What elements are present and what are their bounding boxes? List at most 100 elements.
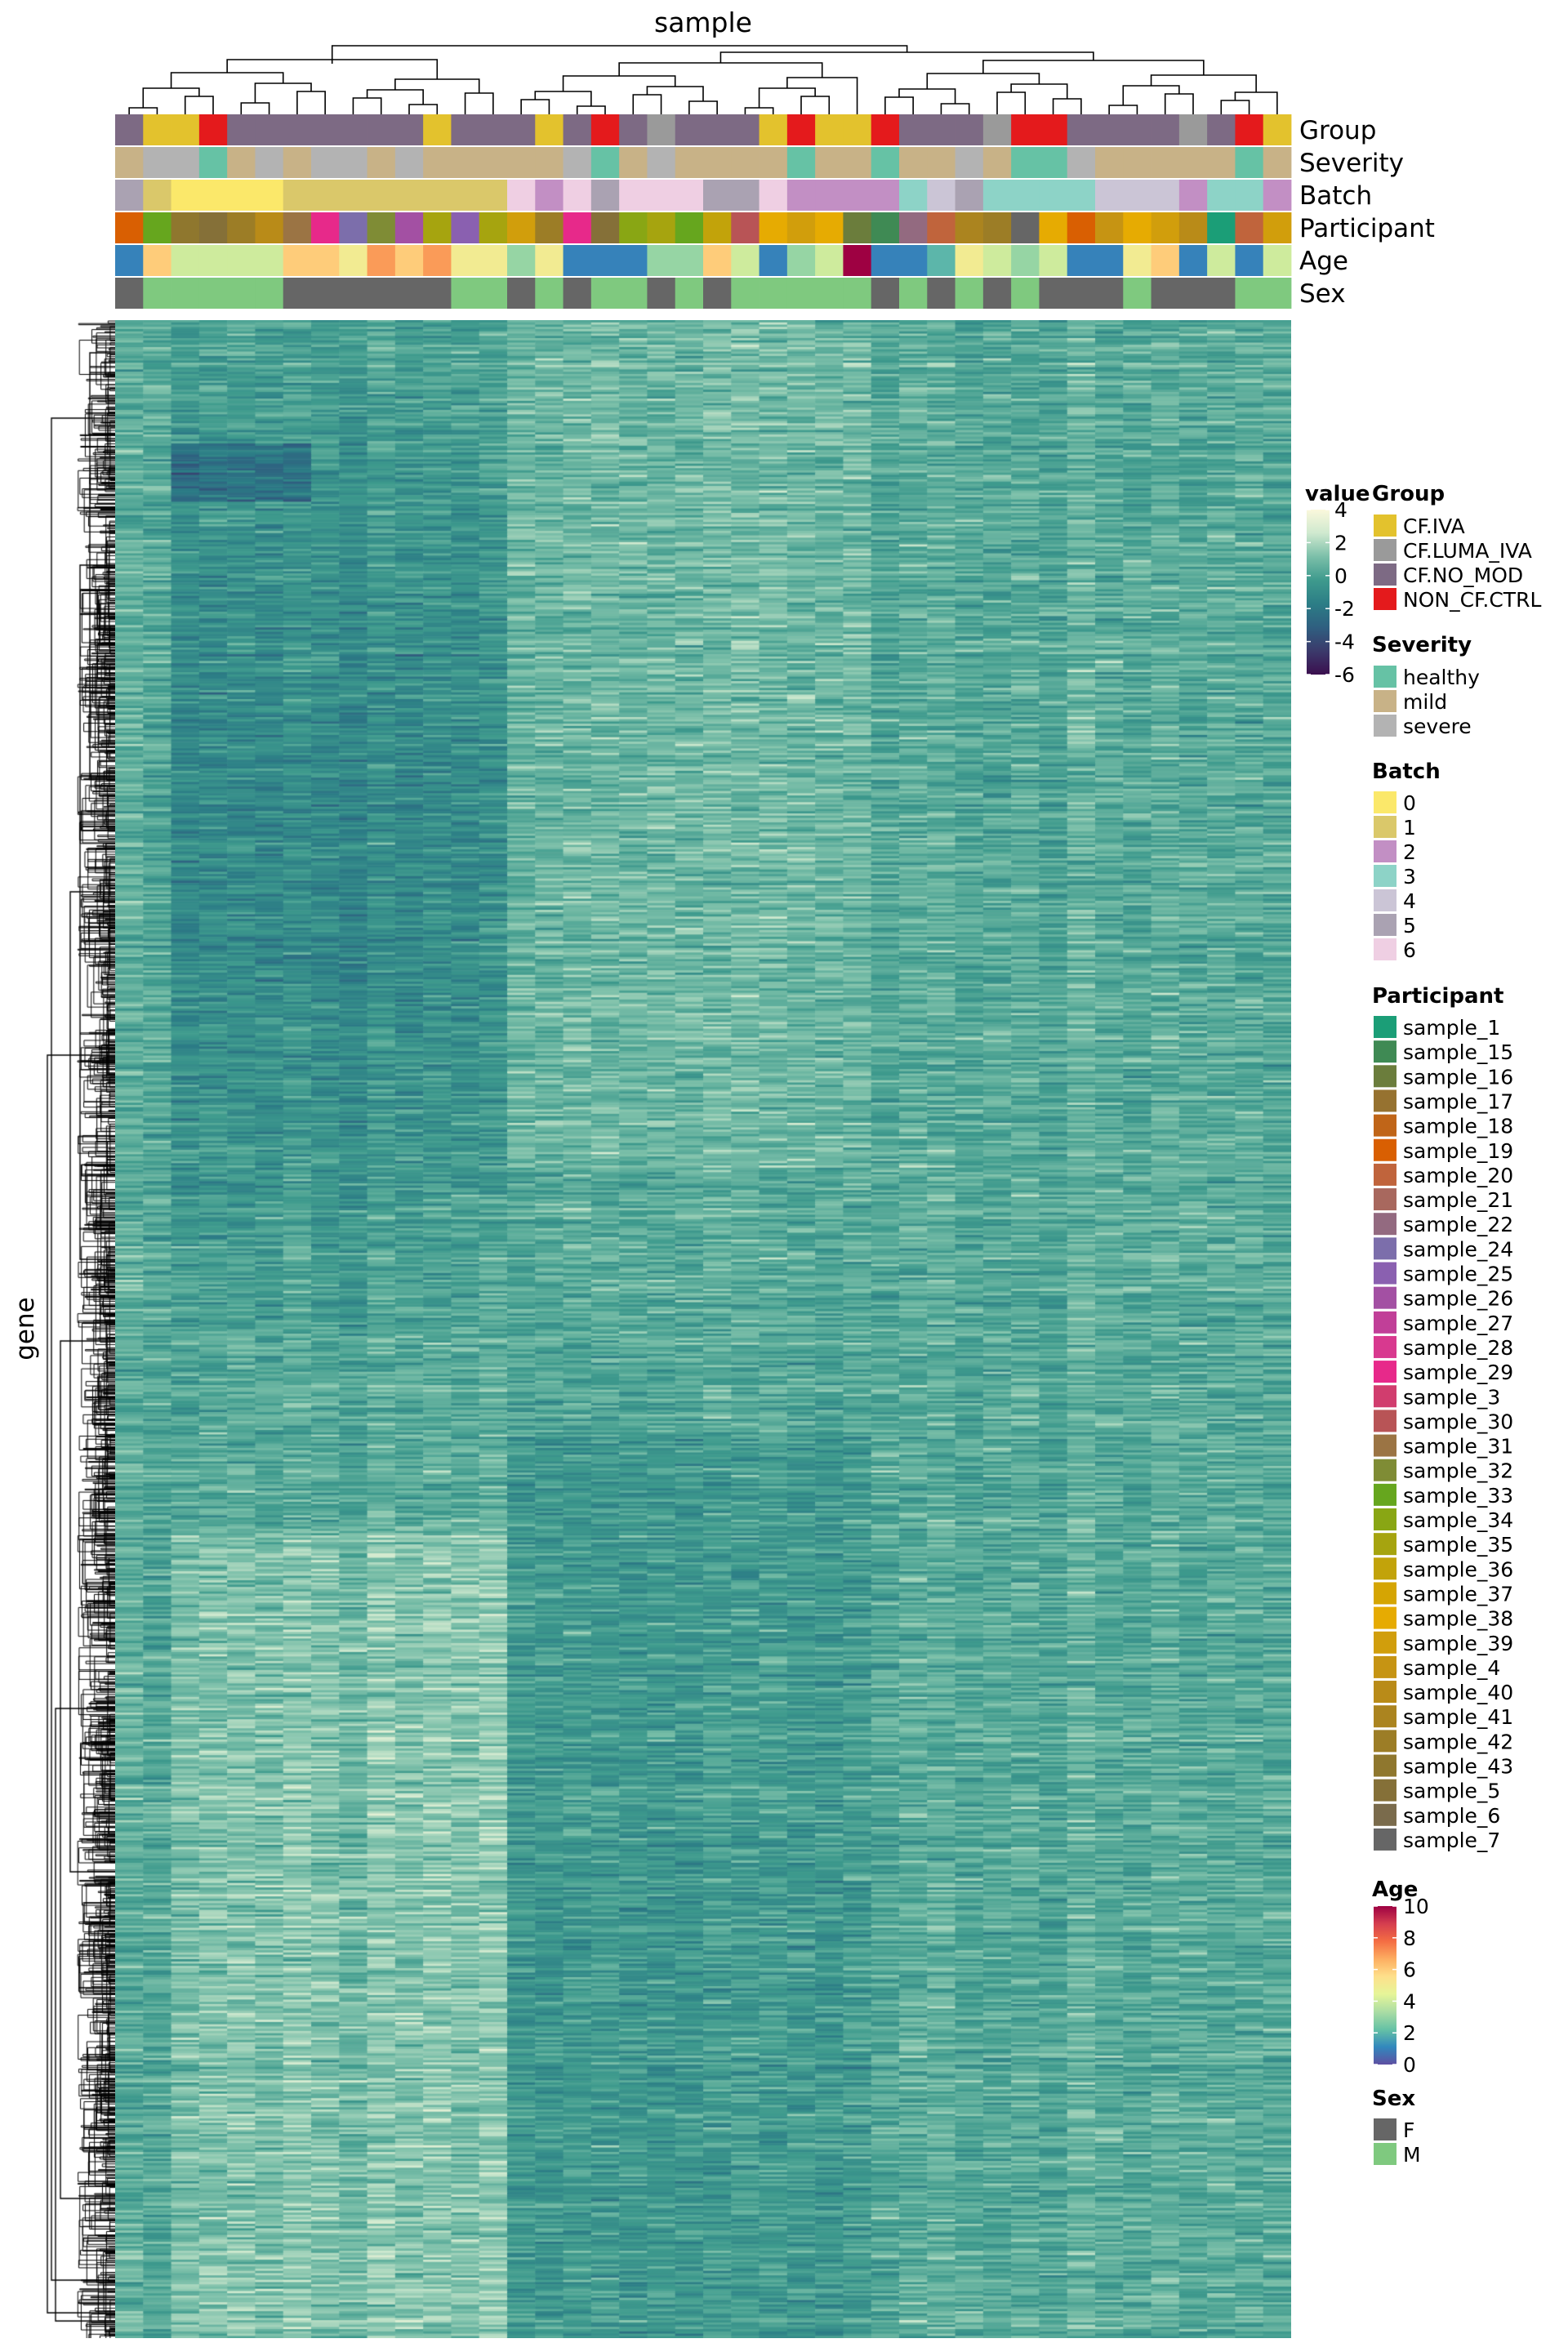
group-cell [507,114,536,145]
age-cell [227,245,256,276]
severity-cell [1123,147,1152,178]
group-cell [1095,114,1124,145]
severity-cell [759,147,788,178]
severity-cell [1095,147,1124,178]
participant-cell [731,212,760,243]
batch-cell [619,180,648,211]
participant-legend-label: sample_18 [1403,1115,1513,1138]
group-cell [815,114,844,145]
dendrogram-link [800,96,831,116]
row-dendrogram [23,320,115,2338]
sex-cell [759,278,788,309]
severity-cell [423,147,452,178]
severity-cell [955,147,984,178]
group-cell [590,114,620,145]
dendrogram-link [1122,85,1180,105]
participant-legend-label: sample_19 [1403,1139,1513,1163]
batch-cell [255,180,284,211]
participant-cell [479,212,508,243]
track-label-batch: Batch [1299,181,1372,211]
group-cell [171,114,200,145]
batch-cell [731,180,760,211]
batch-legend-label: 2 [1403,840,1416,864]
group-cell [1178,114,1208,145]
sex-legend-label: M [1403,2143,1421,2167]
age-cell [479,245,508,276]
participant-legend-label: sample_32 [1403,1459,1513,1483]
participant-legend-swatch [1374,1361,1396,1383]
group-cell [731,114,760,145]
sex-cell [899,278,928,309]
age-cell [423,245,452,276]
participant-cell [927,212,956,243]
participant-legend-label: sample_20 [1403,1164,1513,1187]
batch-cell [283,180,312,211]
batch-cell [786,180,816,211]
participant-legend-label: sample_4 [1403,1656,1500,1680]
age-tick-label: 6 [1403,1958,1416,1982]
group-cell [759,114,788,145]
participant-cell [339,212,368,243]
participant-legend-label: sample_34 [1403,1508,1513,1532]
participant-cell [423,212,452,243]
participant-legend-swatch [1374,1828,1396,1851]
sex-cell [1067,278,1096,309]
sex-cell [311,278,340,309]
dendrogram-link [331,45,908,64]
severity-cell [394,147,424,178]
age-cell [171,245,200,276]
sex-legend-swatch [1374,2118,1396,2140]
dendrogram-link [464,92,494,116]
batch-cell [899,180,928,211]
participant-legend-swatch [1374,1040,1396,1063]
batch-cell [647,180,676,211]
participant-legend-label: sample_37 [1403,1582,1513,1606]
batch-legend-swatch [1374,816,1396,838]
batch-cell [1067,180,1096,211]
severity-cell [451,147,480,178]
participant-cell [899,212,928,243]
batch-legend-swatch [1374,840,1396,862]
age-cell [367,245,396,276]
group-cell [1011,114,1040,145]
severity-cell [899,147,928,178]
dendrogram-link [394,78,480,93]
participant-legend-label: sample_36 [1403,1557,1513,1581]
age-colorbar [1374,1906,1396,2065]
severity-legend-swatch [1374,690,1396,712]
batch-cell [1123,180,1152,211]
group-cell [423,114,452,145]
participant-legend-label: sample_38 [1403,1607,1513,1631]
participant-cell [1039,212,1068,243]
batch-cell [451,180,480,211]
age-cell [899,245,928,276]
sex-legend-title: Sex [1372,2087,1415,2111]
sex-cell [283,278,312,309]
dendrogram-link [366,89,424,105]
participant-cell [283,212,312,243]
age-cell [786,245,816,276]
sex-cell [451,278,480,309]
group-cell [115,114,144,145]
age-cell [115,245,144,276]
participant-cell [590,212,620,243]
participant-cell [394,212,424,243]
participant-legend-label: sample_3 [1403,1385,1500,1409]
severity-cell [675,147,704,178]
participant-legend-swatch [1374,1262,1396,1285]
participant-cell [507,212,536,243]
sex-cell [843,278,872,309]
track-label-group: Group [1299,116,1376,145]
participant-legend-swatch [1374,1434,1396,1457]
batch-cell [171,180,200,211]
group-cell [1039,114,1068,145]
participant-cell [1263,212,1292,243]
batch-legend-label: 3 [1403,865,1416,889]
participant-cell [786,212,816,243]
age-cell [1207,245,1236,276]
sex-cell [1178,278,1208,309]
participant-cell [1235,212,1264,243]
severity-cell [311,147,340,178]
participant-legend-label: sample_27 [1403,1312,1513,1335]
batch-cell [871,180,900,211]
